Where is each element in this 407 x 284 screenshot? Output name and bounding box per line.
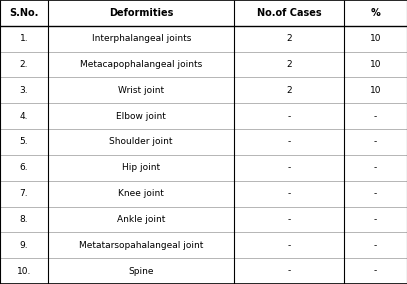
Text: No.of Cases: No.of Cases xyxy=(257,8,321,18)
Text: Metatarsopahalangeal joint: Metatarsopahalangeal joint xyxy=(79,241,204,250)
Text: Elbow joint: Elbow joint xyxy=(116,112,166,121)
Text: 6.: 6. xyxy=(20,163,28,172)
Text: 3.: 3. xyxy=(20,86,28,95)
Text: 2: 2 xyxy=(286,34,292,43)
Text: 1.: 1. xyxy=(20,34,28,43)
Text: -: - xyxy=(287,112,291,121)
Text: Interphalangeal joints: Interphalangeal joints xyxy=(92,34,191,43)
Text: Wrist joint: Wrist joint xyxy=(118,86,164,95)
Text: -: - xyxy=(287,189,291,198)
Text: 10.: 10. xyxy=(17,267,31,275)
Text: 2: 2 xyxy=(286,86,292,95)
Text: 9.: 9. xyxy=(20,241,28,250)
Text: -: - xyxy=(374,215,377,224)
Text: -: - xyxy=(287,241,291,250)
Text: -: - xyxy=(374,112,377,121)
Text: Knee joint: Knee joint xyxy=(118,189,164,198)
Text: 10: 10 xyxy=(370,34,381,43)
Text: 7.: 7. xyxy=(20,189,28,198)
Text: %: % xyxy=(370,8,380,18)
Text: 5.: 5. xyxy=(20,137,28,147)
Text: -: - xyxy=(287,215,291,224)
Text: -: - xyxy=(374,189,377,198)
Text: Hip joint: Hip joint xyxy=(122,163,160,172)
Text: 2: 2 xyxy=(286,60,292,69)
Text: Deformities: Deformities xyxy=(109,8,173,18)
Text: 10: 10 xyxy=(370,86,381,95)
Text: Spine: Spine xyxy=(129,267,154,275)
Text: -: - xyxy=(287,163,291,172)
Text: -: - xyxy=(374,163,377,172)
Text: 10: 10 xyxy=(370,60,381,69)
Text: S.No.: S.No. xyxy=(9,8,39,18)
Text: 8.: 8. xyxy=(20,215,28,224)
Text: -: - xyxy=(287,137,291,147)
Text: 2.: 2. xyxy=(20,60,28,69)
Text: 4.: 4. xyxy=(20,112,28,121)
Text: -: - xyxy=(287,267,291,275)
Text: -: - xyxy=(374,267,377,275)
Text: Metacapophalangeal joints: Metacapophalangeal joints xyxy=(80,60,202,69)
Text: Shoulder joint: Shoulder joint xyxy=(109,137,173,147)
Text: -: - xyxy=(374,137,377,147)
Text: Ankle joint: Ankle joint xyxy=(117,215,165,224)
Text: -: - xyxy=(374,241,377,250)
